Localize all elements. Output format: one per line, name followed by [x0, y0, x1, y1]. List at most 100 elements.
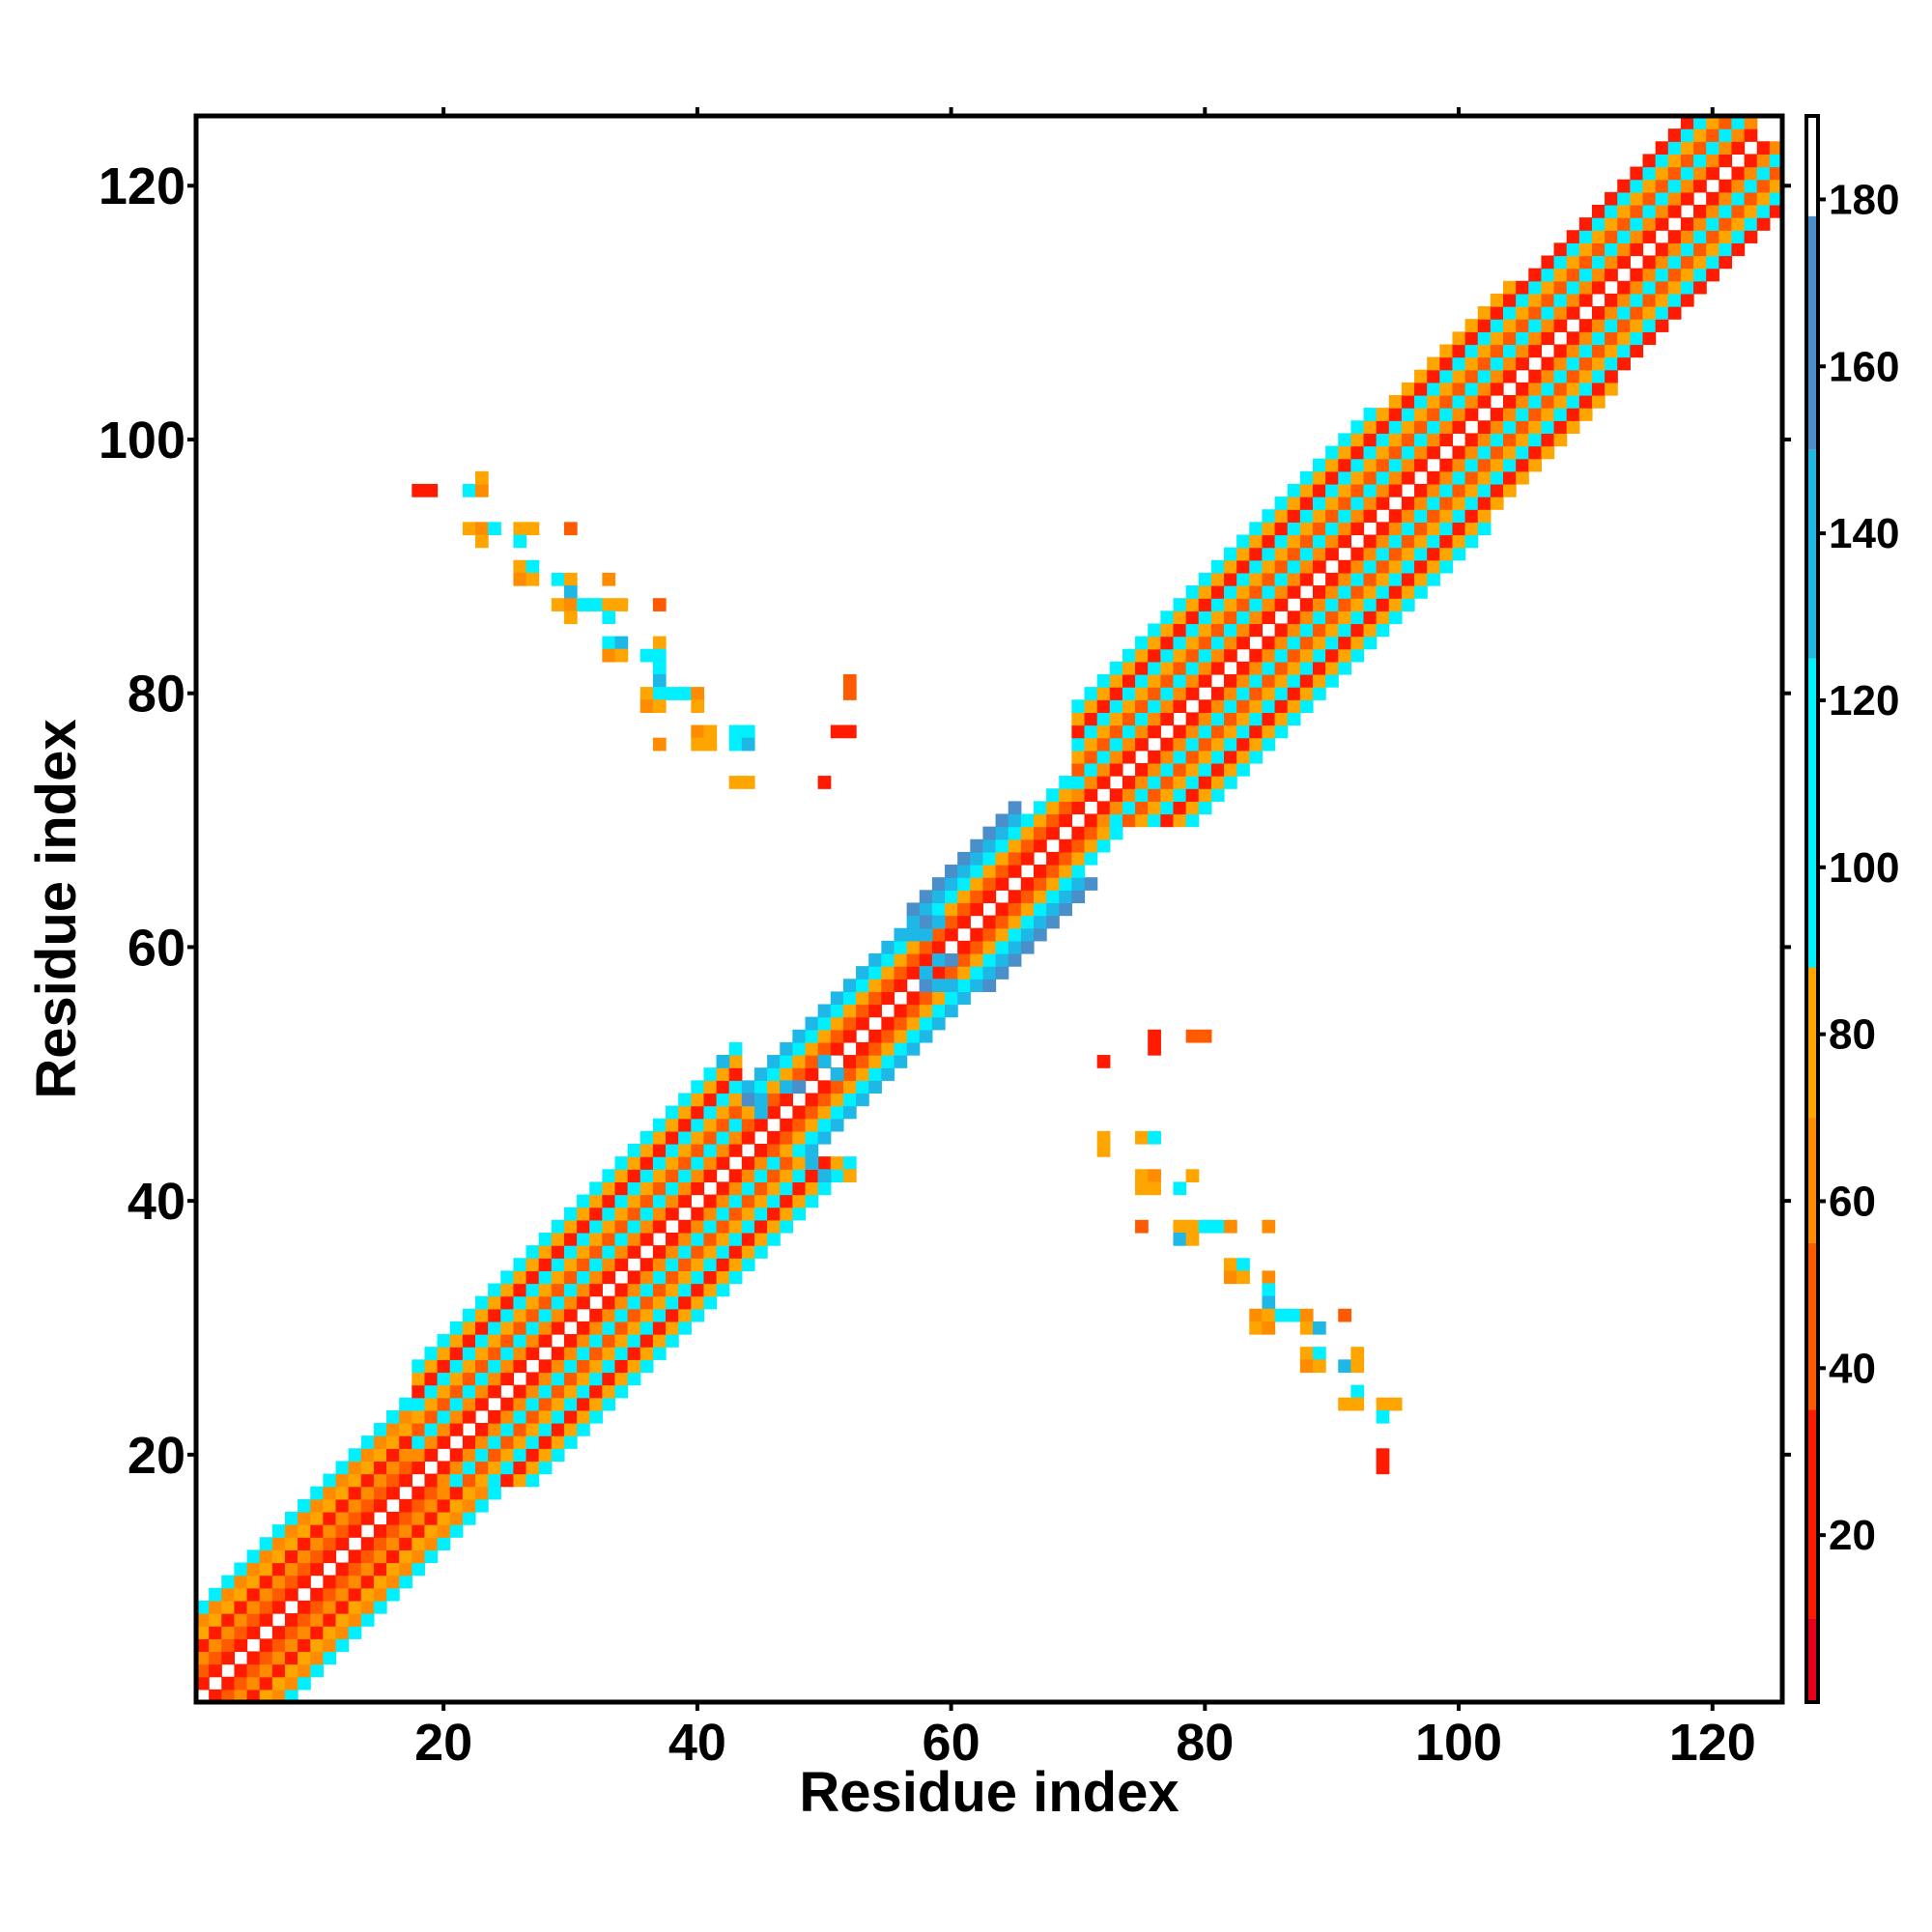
heatmap-cell	[526, 522, 540, 536]
heatmap-cell	[894, 1004, 908, 1018]
heatmap-cell	[627, 1334, 641, 1348]
heatmap-cell	[1630, 166, 1644, 181]
heatmap-cell	[1350, 420, 1365, 434]
heatmap-cell	[1591, 344, 1605, 358]
heatmap-cell	[1020, 940, 1035, 954]
heatmap-cell	[1503, 319, 1517, 332]
heatmap-cell	[817, 1080, 832, 1094]
heatmap-cell	[728, 724, 743, 739]
heatmap-cell	[348, 1562, 362, 1577]
heatmap-cell	[1667, 191, 1682, 206]
heatmap-cell	[1642, 319, 1657, 332]
heatmap-cell	[488, 1359, 501, 1374]
heatmap-cell	[373, 1537, 387, 1550]
heatmap-cell	[1046, 851, 1060, 866]
heatmap-cell	[1109, 762, 1123, 777]
heatmap-cell	[995, 851, 1009, 866]
heatmap-cell	[1401, 509, 1415, 523]
heatmap-cell	[881, 1067, 895, 1081]
heatmap-cell	[1135, 1169, 1149, 1183]
heatmap-cell	[1325, 611, 1339, 625]
heatmap-cell	[1401, 572, 1415, 586]
heatmap-cell	[678, 1232, 692, 1246]
heatmap-cell	[780, 1207, 793, 1221]
heatmap-cell	[1719, 217, 1733, 231]
heatmap-cell	[1528, 382, 1543, 396]
heatmap-cell	[1210, 623, 1225, 638]
heatmap-cell	[652, 1181, 667, 1196]
heatmap-cell	[1338, 636, 1351, 650]
heatmap-cell	[1224, 737, 1237, 752]
heatmap-cell	[881, 966, 895, 980]
heatmap-cell	[1299, 673, 1314, 688]
heatmap-cell	[1325, 661, 1339, 675]
heatmap-cell	[1490, 483, 1504, 497]
heatmap-cell	[1210, 572, 1225, 586]
heatmap-cell	[602, 1258, 616, 1271]
heatmap-cell	[1236, 534, 1250, 549]
heatmap-cell	[1274, 522, 1289, 536]
heatmap-cell	[1071, 851, 1086, 866]
heatmap-cell	[1642, 154, 1657, 168]
heatmap-cell	[1591, 217, 1605, 231]
heatmap-cell	[1071, 877, 1086, 891]
x-axis-title: Residue index	[799, 1761, 1179, 1824]
heatmap-cell	[1566, 394, 1580, 409]
heatmap-cell	[716, 1181, 730, 1196]
heatmap-cell	[1605, 255, 1618, 270]
heatmap-cell	[1591, 369, 1605, 384]
heatmap-cell	[1553, 293, 1568, 307]
heatmap-cell	[1262, 673, 1276, 688]
heatmap-cell	[652, 1169, 667, 1183]
heatmap-cell	[449, 1409, 464, 1424]
heatmap-cell	[298, 1575, 311, 1589]
heatmap-cell	[1173, 801, 1187, 815]
heatmap-cell	[513, 534, 527, 549]
heatmap-cell	[1059, 813, 1072, 828]
heatmap-cell	[1452, 445, 1466, 460]
heatmap-cell	[399, 1397, 412, 1411]
heatmap-cell	[931, 877, 946, 891]
heatmap-cell	[399, 1461, 412, 1475]
heatmap-cell	[474, 1498, 489, 1513]
heatmap-cell	[678, 1144, 692, 1157]
heatmap-cell	[1033, 801, 1047, 815]
heatmap-cell	[1680, 141, 1694, 156]
heatmap-cell	[1414, 483, 1428, 497]
heatmap-cell	[1427, 445, 1440, 460]
heatmap-cell	[1376, 547, 1390, 561]
heatmap-cell	[1630, 344, 1644, 358]
colorbar-band	[1806, 215, 1818, 450]
heatmap-cell	[1541, 382, 1555, 396]
heatmap-cell	[1274, 497, 1289, 510]
heatmap-cell	[513, 1258, 527, 1271]
heatmap-cell	[310, 1663, 324, 1678]
heatmap-cell	[1198, 724, 1212, 739]
heatmap-cell	[310, 1486, 324, 1500]
heatmap-cell	[1439, 470, 1454, 485]
heatmap-cell	[1210, 648, 1225, 663]
heatmap-cell	[1274, 661, 1289, 675]
heatmap-cell	[767, 1055, 781, 1068]
heatmap-cell	[1287, 661, 1301, 675]
heatmap-cell	[1185, 813, 1200, 828]
heatmap-cell	[1503, 369, 1517, 384]
heatmap-cell	[1299, 1347, 1314, 1360]
heatmap-cell	[589, 1258, 603, 1271]
heatmap-cell	[1350, 1384, 1365, 1399]
heatmap-cell	[1033, 838, 1047, 853]
heatmap-cell	[1198, 585, 1212, 599]
heatmap-cell	[577, 1194, 590, 1208]
heatmap-cell	[856, 1016, 869, 1031]
heatmap-cell	[627, 1207, 641, 1221]
heatmap-cell	[1198, 737, 1212, 752]
heatmap-cell	[513, 1321, 527, 1335]
heatmap-cell	[691, 737, 705, 752]
heatmap-cell	[894, 1055, 908, 1068]
heatmap-cell	[1452, 458, 1466, 472]
heatmap-cell	[1693, 255, 1707, 270]
heatmap-cell	[526, 1295, 540, 1310]
heatmap-cell	[577, 1219, 590, 1234]
heatmap-cell	[1020, 877, 1035, 891]
heatmap-cell	[842, 1067, 857, 1081]
